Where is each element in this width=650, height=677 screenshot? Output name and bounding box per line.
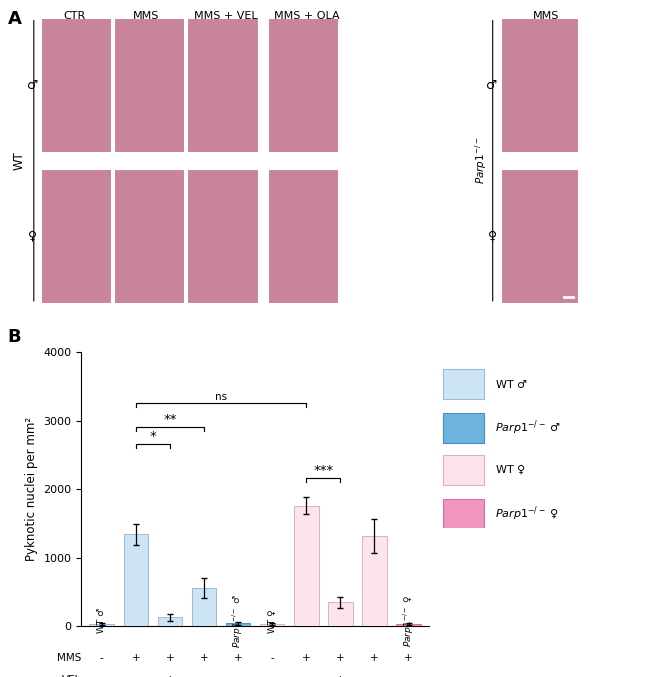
Text: -: - — [407, 675, 410, 677]
Text: MMS + VEL: MMS + VEL — [194, 12, 257, 21]
Text: +: + — [370, 653, 379, 663]
Text: +: + — [166, 675, 174, 677]
Text: $\mathit{Parp1}^{-/-}$ ♀: $\mathit{Parp1}^{-/-}$ ♀ — [401, 594, 416, 647]
Bar — [260, 624, 285, 626]
Text: +: + — [200, 653, 208, 663]
Text: +: + — [336, 653, 344, 663]
Text: -: - — [134, 675, 138, 677]
Text: -: - — [236, 675, 240, 677]
Bar — [268, 169, 339, 304]
Bar — [192, 588, 216, 626]
Bar — [362, 536, 387, 626]
Text: CTR: CTR — [64, 12, 86, 21]
Text: WT: WT — [13, 152, 26, 170]
Bar — [328, 603, 353, 626]
Text: MMS + OLA: MMS + OLA — [274, 12, 339, 21]
Text: +: + — [302, 653, 311, 663]
Text: ns: ns — [215, 392, 227, 401]
Text: ***: *** — [313, 464, 333, 477]
Text: ♀: ♀ — [28, 230, 37, 243]
Y-axis label: Pyknotic nuclei per mm²: Pyknotic nuclei per mm² — [25, 417, 38, 561]
Bar — [443, 369, 484, 399]
Text: WT ♀: WT ♀ — [268, 609, 277, 632]
Bar — [226, 624, 250, 626]
Text: MMS: MMS — [533, 12, 559, 21]
Bar — [114, 18, 185, 153]
Bar — [500, 169, 578, 304]
Bar — [443, 413, 484, 443]
Text: -: - — [100, 653, 103, 663]
Text: ♂: ♂ — [486, 79, 498, 91]
Text: ♂: ♂ — [27, 79, 38, 91]
Text: -: - — [270, 653, 274, 663]
Text: $\mathit{Parp1}^{-/-}$: $\mathit{Parp1}^{-/-}$ — [473, 137, 489, 185]
Bar — [443, 455, 484, 485]
Text: WT ♂: WT ♂ — [98, 608, 106, 634]
Text: B: B — [8, 328, 21, 347]
Text: +: + — [404, 653, 413, 663]
Text: +: + — [336, 675, 344, 677]
Text: MMS: MMS — [133, 12, 159, 21]
Text: +: + — [131, 653, 140, 663]
Bar — [396, 624, 421, 626]
Bar — [124, 534, 148, 626]
Bar — [294, 506, 318, 626]
Text: *: * — [150, 430, 156, 443]
Text: $\mathit{Parp1}$$^{-/-}$ $\mathdefault{♀}$: $\mathit{Parp1}$$^{-/-}$ $\mathdefault{♀… — [495, 504, 560, 523]
Text: **: ** — [163, 413, 177, 426]
Text: $\mathit{Parp1}$$^{-/-}$ $\mathdefault{♂}$: $\mathit{Parp1}$$^{-/-}$ $\mathdefault{♂… — [495, 418, 562, 437]
Text: -: - — [202, 675, 206, 677]
Bar — [157, 617, 182, 626]
Text: VEL: VEL — [62, 675, 81, 677]
Text: -: - — [100, 675, 103, 677]
Text: ♀: ♀ — [488, 230, 497, 243]
Text: MMS: MMS — [57, 653, 81, 663]
Bar — [114, 169, 185, 304]
Text: WT $\mathdefault{♂}$: WT $\mathdefault{♂}$ — [495, 378, 528, 390]
Text: A: A — [8, 9, 21, 28]
Text: -: - — [270, 675, 274, 677]
Bar — [90, 624, 114, 626]
Text: $\mathit{Parp1}^{-/-}$ ♂: $\mathit{Parp1}^{-/-}$ ♂ — [231, 594, 245, 648]
Text: +: + — [166, 653, 174, 663]
Bar — [187, 18, 259, 153]
Bar — [41, 18, 112, 153]
Text: -: - — [304, 675, 308, 677]
Bar — [443, 499, 484, 529]
Text: WT $\mathdefault{♀}$: WT $\mathdefault{♀}$ — [495, 464, 526, 477]
Bar — [187, 169, 259, 304]
Bar — [500, 18, 578, 153]
Text: -: - — [372, 675, 376, 677]
Bar — [41, 169, 112, 304]
Bar — [268, 18, 339, 153]
Text: +: + — [234, 653, 242, 663]
